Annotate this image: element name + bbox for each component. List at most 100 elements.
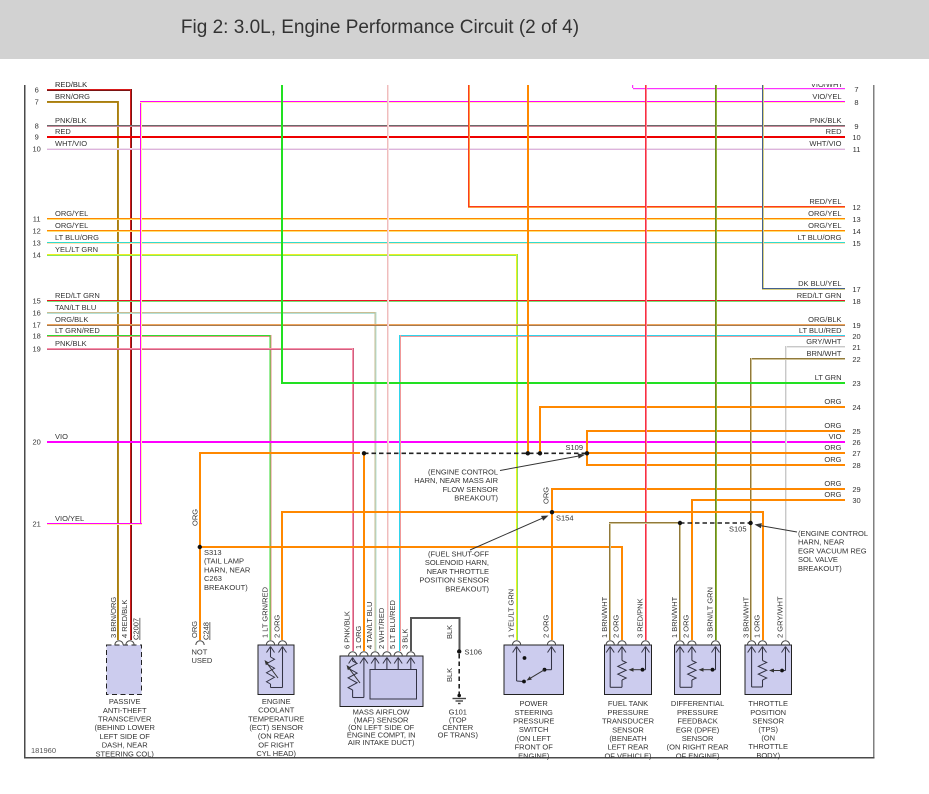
svg-text:11: 11: [853, 145, 861, 154]
svg-text:COOLANT: COOLANT: [258, 706, 295, 715]
svg-text:VIO/WHT: VIO/WHT: [811, 80, 843, 89]
svg-text:THROTTLE: THROTTLE: [748, 699, 788, 708]
svg-text:(BENEATH: (BENEATH: [609, 734, 646, 743]
svg-text:17: 17: [33, 321, 41, 330]
svg-text:ORG: ORG: [824, 490, 841, 499]
svg-text:OF TRANS): OF TRANS): [438, 730, 479, 739]
svg-text:BRN/WHT: BRN/WHT: [807, 349, 842, 358]
svg-text:ORG: ORG: [191, 509, 200, 526]
svg-text:ANTI-THEFT: ANTI-THEFT: [103, 706, 147, 715]
svg-text:FUEL TANK: FUEL TANK: [608, 699, 648, 708]
svg-text:WHT/VIO: WHT/VIO: [809, 139, 841, 148]
svg-text:3 RED/PNK: 3 RED/PNK: [636, 598, 645, 638]
svg-text:SOL VALVE: SOL VALVE: [798, 555, 838, 564]
svg-text:NEAR THROTTLE: NEAR THROTTLE: [427, 567, 489, 576]
svg-text:VIO: VIO: [55, 432, 68, 441]
svg-text:RED: RED: [55, 127, 71, 136]
svg-text:SWITCH: SWITCH: [519, 725, 549, 734]
svg-text:ORG/YEL: ORG/YEL: [55, 221, 88, 230]
svg-text:1 LT GRN/RED: 1 LT GRN/RED: [261, 586, 270, 638]
svg-text:ORG/YEL: ORG/YEL: [808, 209, 841, 218]
svg-text:WHT/VIO: WHT/VIO: [55, 139, 87, 148]
svg-text:RED/BLK: RED/BLK: [55, 80, 87, 89]
svg-text:C2007: C2007: [132, 618, 141, 640]
svg-text:181960: 181960: [31, 746, 56, 755]
svg-text:(ON REAR: (ON REAR: [258, 732, 295, 741]
svg-text:POSITION SENSOR: POSITION SENSOR: [419, 576, 489, 585]
svg-text:14: 14: [33, 251, 41, 260]
svg-text:ORG: ORG: [824, 421, 841, 430]
svg-text:BREAKOUT): BREAKOUT): [454, 494, 498, 503]
svg-text:ORG: ORG: [190, 621, 199, 638]
svg-text:6: 6: [35, 86, 39, 95]
svg-text:(TOP: (TOP: [449, 715, 467, 724]
svg-text:28: 28: [852, 461, 860, 470]
svg-text:2 ORG: 2 ORG: [682, 614, 691, 638]
svg-text:DIFFERENTIAL: DIFFERENTIAL: [671, 699, 724, 708]
svg-text:19: 19: [33, 345, 41, 354]
svg-text:RED/BLK: RED/BLK: [55, 80, 87, 89]
svg-text:7: 7: [854, 85, 858, 94]
svg-text:RED/LT GRN: RED/LT GRN: [797, 291, 842, 300]
svg-text:PNK/BLK: PNK/BLK: [55, 339, 87, 348]
svg-text:HARN, NEAR: HARN, NEAR: [204, 565, 251, 574]
svg-text:(ON RIGHT REAR: (ON RIGHT REAR: [667, 743, 730, 752]
svg-text:15: 15: [33, 297, 41, 306]
svg-text:Fig 2: 3.0L, Engine Performanc: Fig 2: 3.0L, Engine Performance Circuit …: [181, 17, 579, 38]
svg-text:LEFT SIDE OF: LEFT SIDE OF: [100, 732, 151, 741]
svg-text:8: 8: [35, 122, 39, 131]
svg-text:17: 17: [852, 285, 860, 294]
svg-text:TRANSCEIVER: TRANSCEIVER: [98, 715, 152, 724]
svg-text:(ECT) SENSOR: (ECT) SENSOR: [249, 723, 303, 732]
svg-text:12: 12: [852, 203, 860, 212]
svg-text:BLK: BLK: [445, 625, 454, 639]
svg-text:7: 7: [35, 98, 39, 107]
svg-text:3 BRN/WHT: 3 BRN/WHT: [742, 596, 751, 638]
svg-text:13: 13: [33, 239, 41, 248]
svg-text:21: 21: [33, 520, 41, 529]
svg-text:1 YEL/LT GRN: 1 YEL/LT GRN: [507, 589, 516, 638]
svg-text:2 ORG: 2 ORG: [612, 614, 621, 638]
svg-text:S109: S109: [565, 443, 583, 452]
svg-text:19: 19: [852, 321, 860, 330]
svg-text:TEMPERATURE: TEMPERATURE: [248, 714, 304, 723]
svg-text:SENSOR: SENSOR: [612, 725, 644, 734]
svg-text:4 RED/BLK: 4 RED/BLK: [120, 600, 129, 638]
svg-text:NOT: NOT: [192, 648, 208, 657]
svg-text:GRY/WHT: GRY/WHT: [806, 337, 842, 346]
svg-text:SENSOR: SENSOR: [752, 716, 784, 725]
svg-text:STEERING COL): STEERING COL): [96, 749, 155, 758]
svg-text:HARN, NEAR MASS AIR: HARN, NEAR MASS AIR: [414, 476, 498, 485]
svg-text:4 TAN/LT BLU: 4 TAN/LT BLU: [365, 602, 374, 649]
svg-text:9: 9: [854, 122, 858, 131]
svg-text:(ENGINE CONTROL: (ENGINE CONTROL: [428, 468, 498, 477]
svg-text:11: 11: [33, 215, 41, 224]
svg-text:PASSIVE: PASSIVE: [109, 697, 141, 706]
svg-text:SOLENOID HARN,: SOLENOID HARN,: [425, 558, 489, 567]
svg-text:23: 23: [852, 379, 860, 388]
svg-text:PNK/BLK: PNK/BLK: [810, 116, 842, 125]
svg-text:8: 8: [854, 98, 858, 107]
svg-text:ORG/YEL: ORG/YEL: [55, 209, 88, 218]
svg-text:26: 26: [852, 438, 860, 447]
svg-text:15: 15: [852, 239, 860, 248]
svg-text:(MAF) SENSOR: (MAF) SENSOR: [354, 715, 409, 724]
svg-text:22: 22: [852, 355, 860, 364]
svg-text:OF RIGHT: OF RIGHT: [258, 740, 294, 749]
svg-text:POSITION: POSITION: [750, 708, 786, 717]
svg-text:MASS AIRFLOW: MASS AIRFLOW: [353, 708, 411, 717]
svg-text:BREAKOUT): BREAKOUT): [204, 583, 248, 592]
svg-text:DASH, NEAR: DASH, NEAR: [102, 741, 148, 750]
svg-text:ENGINE COMPT, IN: ENGINE COMPT, IN: [347, 730, 416, 739]
svg-text:SENSOR: SENSOR: [682, 734, 714, 743]
svg-text:USED: USED: [192, 656, 213, 665]
svg-text:2 WHT/RED: 2 WHT/RED: [377, 607, 386, 649]
svg-text:13: 13: [852, 215, 860, 224]
svg-text:PRESSURE: PRESSURE: [513, 717, 554, 726]
svg-text:YEL/LT GRN: YEL/LT GRN: [55, 245, 98, 254]
svg-text:BREAKOUT): BREAKOUT): [798, 564, 842, 573]
svg-text:2 ORG: 2 ORG: [273, 614, 282, 638]
svg-text:FRONT OF: FRONT OF: [515, 743, 554, 752]
svg-text:(TPS): (TPS): [758, 725, 778, 734]
svg-text:ENGINE): ENGINE): [518, 751, 550, 760]
